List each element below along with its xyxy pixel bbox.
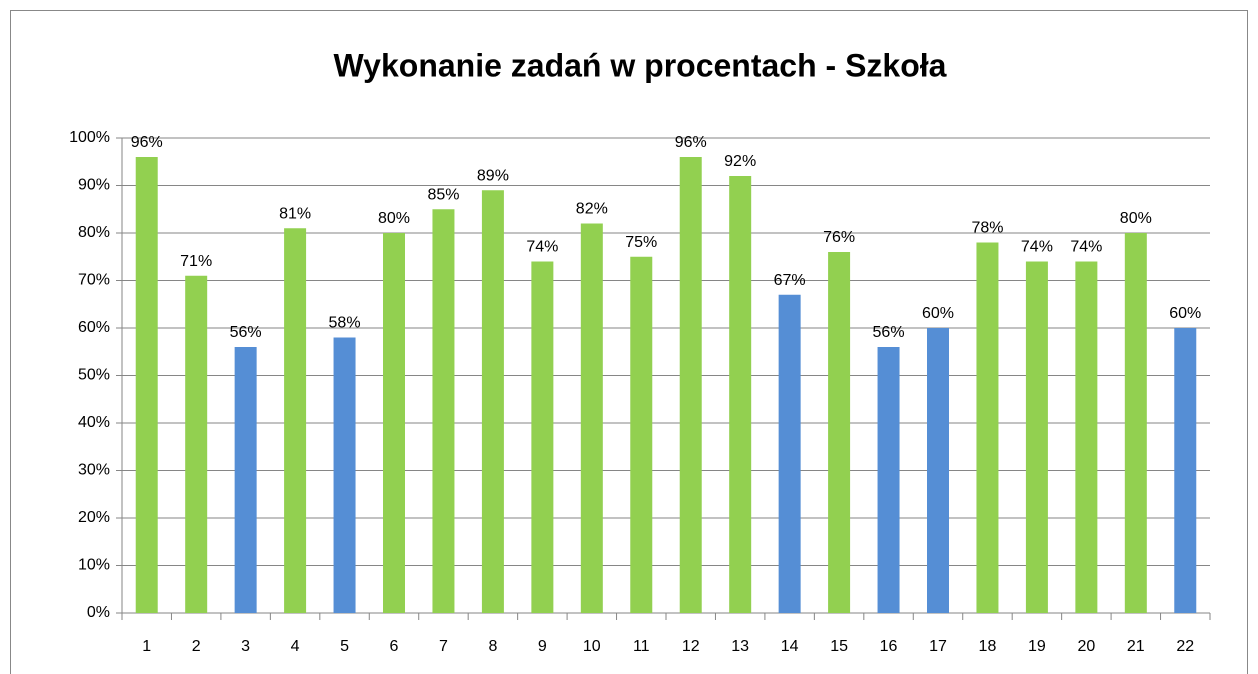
data-label: 80% [378, 210, 410, 227]
data-label: 78% [971, 220, 1003, 237]
bar [877, 347, 900, 613]
data-label: 56% [230, 324, 262, 341]
data-label: 74% [526, 239, 558, 256]
data-label: 60% [1169, 305, 1201, 322]
bar [729, 176, 752, 613]
data-label: 67% [774, 272, 806, 289]
x-tick-label: 19 [1028, 638, 1046, 655]
x-tick-label: 21 [1127, 638, 1145, 655]
bar [1174, 328, 1197, 613]
x-tick-label: 10 [583, 638, 601, 655]
x-tick-label: 13 [731, 638, 749, 655]
x-tick-label: 9 [538, 638, 547, 655]
x-tick-label: 18 [979, 638, 997, 655]
data-label: 60% [922, 305, 954, 322]
x-tick-label: 2 [192, 638, 201, 655]
bar [1124, 233, 1147, 613]
data-label: 96% [675, 134, 707, 151]
bar [481, 190, 504, 613]
bar [531, 261, 554, 613]
bar [778, 294, 801, 613]
data-label: 58% [329, 315, 361, 332]
x-tick-label: 7 [439, 638, 448, 655]
data-label: 92% [724, 153, 756, 170]
y-tick-label: 30% [78, 462, 110, 479]
x-tick-label: 14 [781, 638, 799, 655]
y-tick-label: 0% [87, 604, 110, 621]
x-tick-label: 5 [340, 638, 349, 655]
bar [828, 252, 851, 613]
y-tick-label: 50% [78, 367, 110, 384]
bar [333, 337, 356, 613]
bar [927, 328, 949, 613]
y-tick-label: 100% [69, 129, 110, 146]
bar [234, 347, 257, 613]
x-tick-label: 22 [1176, 638, 1194, 655]
bar [976, 242, 999, 613]
data-label: 85% [427, 186, 459, 203]
y-tick-label: 20% [78, 509, 110, 526]
data-label: 81% [279, 205, 311, 222]
y-tick-label: 60% [78, 319, 110, 336]
data-label: 76% [823, 229, 855, 246]
x-tick-label: 8 [488, 638, 497, 655]
x-tick-label: 6 [390, 638, 399, 655]
chart-title: Wykonanie zadań w procentach - Szkoła [334, 47, 947, 83]
chart-frame [10, 10, 1248, 674]
x-tick-label: 16 [880, 638, 898, 655]
y-tick-label: 70% [78, 272, 110, 289]
y-tick-label: 10% [78, 557, 110, 574]
x-tick-label: 17 [929, 638, 947, 655]
bar [580, 223, 603, 613]
data-label: 75% [625, 234, 657, 251]
bar [284, 228, 307, 613]
bar [1075, 261, 1098, 613]
x-tick-label: 12 [682, 638, 700, 655]
data-label: 71% [180, 253, 212, 270]
data-label: 56% [873, 324, 905, 341]
y-tick-label: 90% [78, 177, 110, 194]
x-tick-label: 1 [142, 638, 151, 655]
data-label: 89% [477, 167, 509, 184]
bar [630, 256, 653, 613]
data-label: 82% [576, 201, 608, 218]
bar [432, 209, 455, 613]
bar [679, 157, 702, 613]
x-tick-label: 20 [1077, 638, 1095, 655]
x-tick-label: 11 [633, 638, 650, 655]
y-tick-label: 80% [78, 224, 110, 241]
x-tick-label: 15 [830, 638, 848, 655]
data-label: 74% [1021, 239, 1053, 256]
data-label: 80% [1120, 210, 1152, 227]
y-tick-label: 40% [78, 414, 110, 431]
bar [1025, 261, 1048, 613]
bar [185, 275, 208, 613]
x-tick-label: 3 [241, 638, 250, 655]
bar [135, 157, 158, 613]
data-label: 96% [131, 134, 163, 151]
bar [383, 233, 405, 613]
x-tick-label: 4 [291, 638, 300, 655]
data-label: 74% [1070, 239, 1102, 256]
